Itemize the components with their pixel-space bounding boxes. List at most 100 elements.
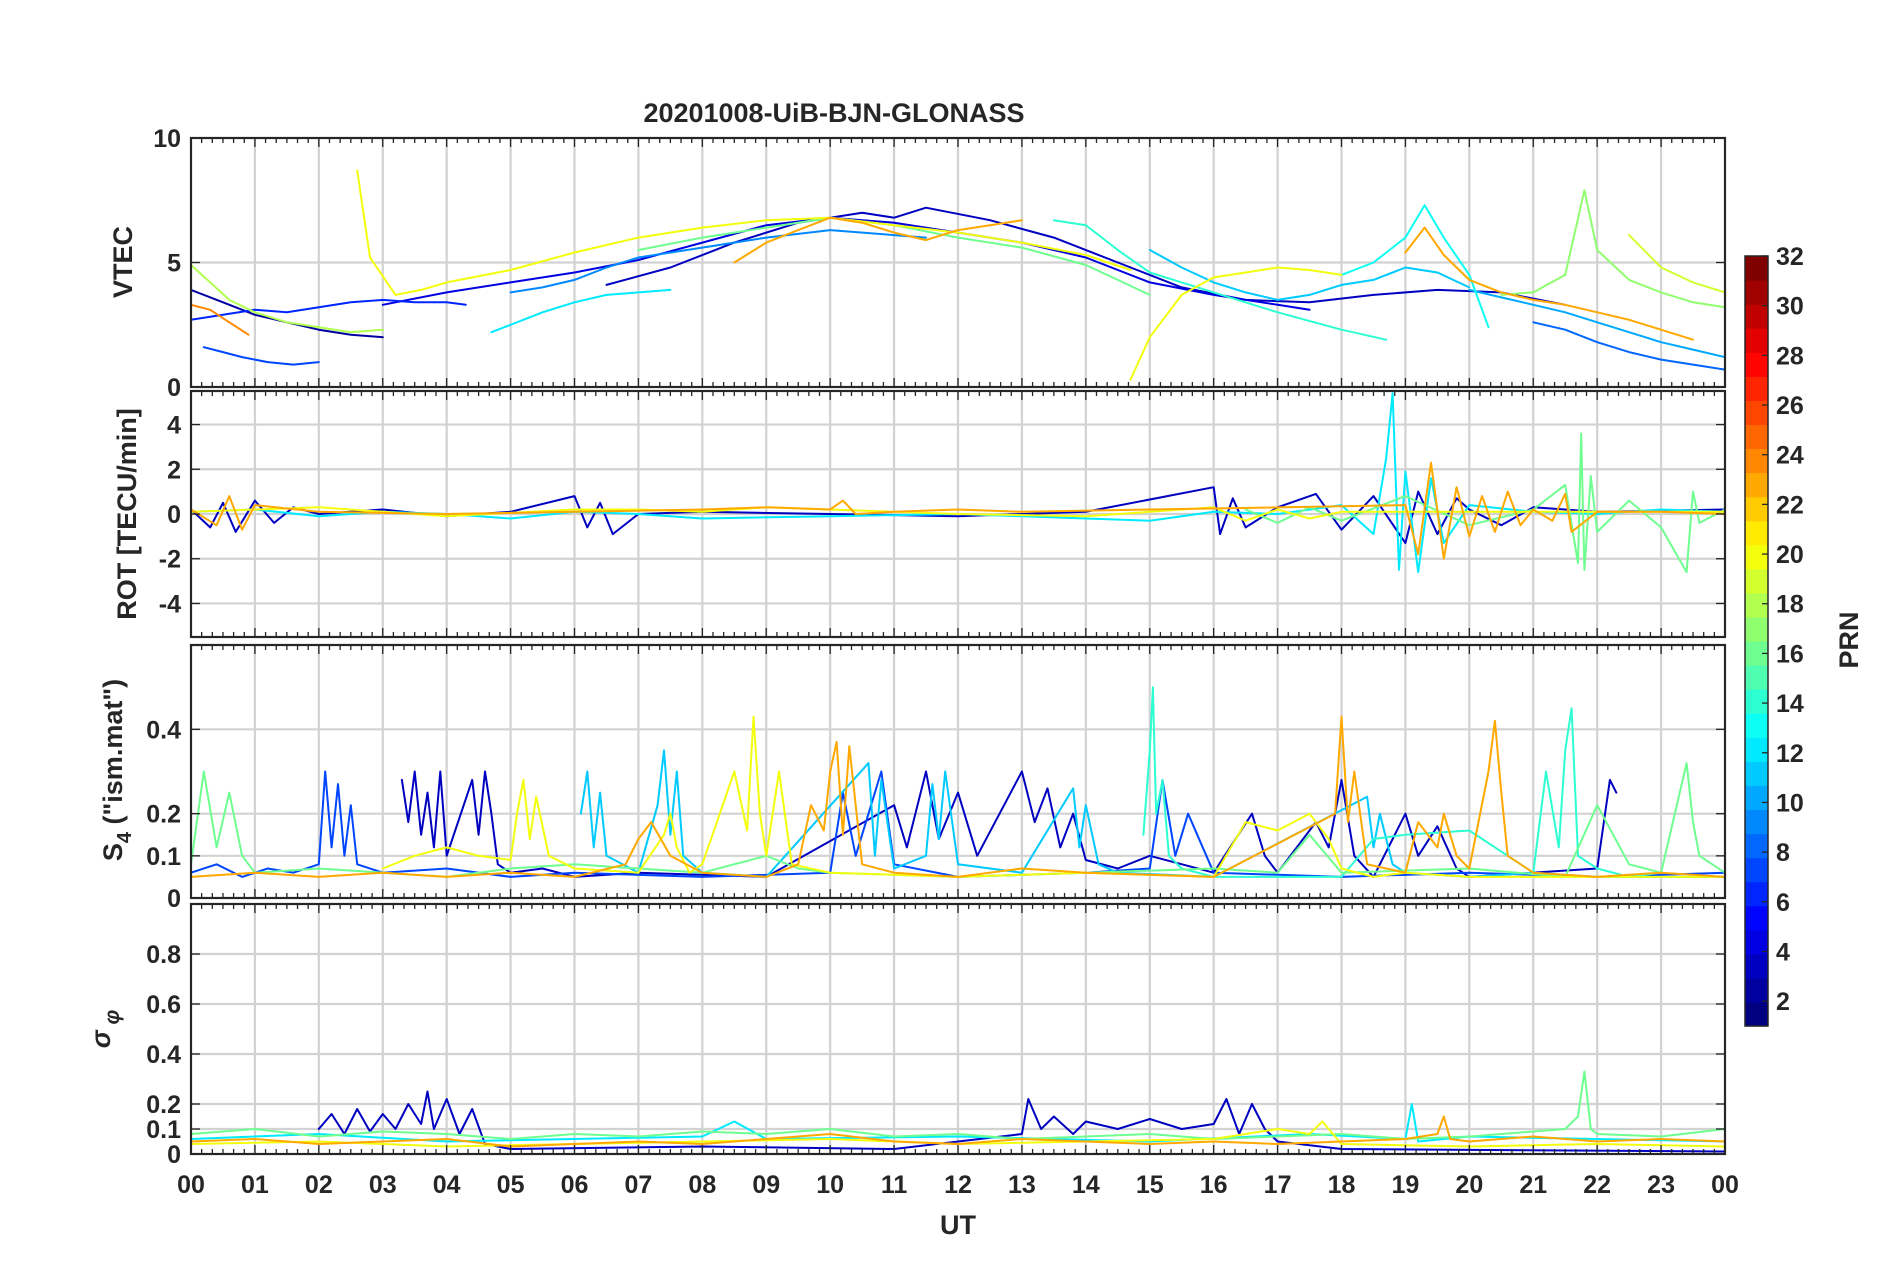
x-tick-label: 18 bbox=[1328, 1171, 1356, 1199]
colorbar-tick-label: 16 bbox=[1776, 640, 1804, 668]
colorbar-tick-label: 4 bbox=[1776, 938, 1790, 966]
y-tick-label: 10 bbox=[153, 125, 181, 153]
x-tick-label: 09 bbox=[752, 1171, 780, 1199]
chart-title: 20201008-UiB-BJN-GLONASS bbox=[643, 98, 1024, 128]
series-line-prn-16 bbox=[1244, 432, 1725, 574]
y-tick-label: -2 bbox=[159, 546, 181, 574]
series-line-prn-23 bbox=[733, 216, 1023, 264]
x-tick-label: 08 bbox=[688, 1171, 716, 1199]
colorbar-step bbox=[1745, 665, 1768, 690]
series-line-prn-12 bbox=[191, 392, 1725, 574]
series-line-prn-18 bbox=[191, 264, 384, 334]
colorbar-step bbox=[1745, 977, 1768, 1003]
x-tick-label: 13 bbox=[1008, 1171, 1036, 1199]
colorbar-step bbox=[1745, 1001, 1768, 1027]
x-tick-label: 23 bbox=[1647, 1171, 1675, 1199]
colorbar-tick-label: 18 bbox=[1776, 591, 1804, 619]
colorbar-step bbox=[1745, 689, 1768, 714]
y-tick-label: 0.2 bbox=[146, 1091, 181, 1119]
colorbar-tick-label: 8 bbox=[1776, 839, 1790, 867]
x-tick-label: 00 bbox=[177, 1171, 205, 1199]
x-tick-label: 07 bbox=[625, 1171, 653, 1199]
x-tick-label: 10 bbox=[816, 1171, 844, 1199]
x-tick-label: 14 bbox=[1072, 1171, 1100, 1199]
y-tick-label: -4 bbox=[159, 590, 181, 618]
series-line-prn-11 bbox=[579, 749, 1725, 878]
x-tick-label: 02 bbox=[305, 1171, 333, 1199]
colorbar-step bbox=[1745, 496, 1768, 522]
series-line-prn-12 bbox=[490, 288, 672, 334]
x-tick-label: 03 bbox=[369, 1171, 397, 1199]
colorbar-step bbox=[1745, 256, 1768, 281]
colorbar-step bbox=[1745, 641, 1768, 666]
series-line-prn-7 bbox=[202, 346, 320, 366]
series-group bbox=[191, 686, 1725, 878]
panel-vtec: 0 5 10 VTEC bbox=[108, 125, 1727, 402]
colorbar-tick-label: 24 bbox=[1776, 442, 1804, 470]
y-tick-label: 0 bbox=[167, 885, 181, 913]
series-group bbox=[191, 169, 1725, 381]
x-tick-label: 22 bbox=[1583, 1171, 1611, 1199]
y-tick-label: 5 bbox=[167, 250, 181, 278]
x-axis: 00 01 02 03 04 05 06 07 08 09 10 11 12 13 14 15 16 17 18 19… bbox=[177, 1171, 1739, 1199]
series-line-prn-7 bbox=[191, 770, 1725, 878]
colorbar-step bbox=[1745, 424, 1768, 450]
series-line-prn-14 bbox=[1052, 219, 1388, 341]
colorbar-step bbox=[1745, 376, 1768, 401]
series-line-prn-23 bbox=[191, 461, 1725, 560]
colorbar-label: PRN bbox=[1834, 611, 1864, 668]
x-tick-label: 16 bbox=[1200, 1171, 1228, 1199]
y-tick-label: 0.1 bbox=[146, 1116, 181, 1144]
y-tick-label: 4 bbox=[167, 412, 181, 440]
colorbar-step bbox=[1745, 929, 1768, 955]
y-tick-label: 0 bbox=[167, 1141, 181, 1169]
x-tick-label: 11 bbox=[881, 1171, 908, 1199]
x-axis-label: UT bbox=[940, 1210, 976, 1240]
x-tick-label: 00 bbox=[1711, 1171, 1739, 1199]
colorbar-step bbox=[1745, 737, 1768, 762]
y-tick-label: 0 bbox=[167, 374, 181, 402]
colorbar-step bbox=[1745, 713, 1768, 738]
panel-rot: -4 -2 0 2 4 ROT [TECU/min] bbox=[112, 389, 1727, 639]
colorbar-tick-label: 28 bbox=[1776, 342, 1804, 370]
y-axis-label: ROT [TECU/min] bbox=[112, 408, 142, 619]
panel-sigma_phi: 00.10.2 0.4 0.6 0.8 σ φ bbox=[86, 902, 1727, 1169]
colorbar-tick-label: 22 bbox=[1776, 491, 1804, 519]
y-tick-label: 0.4 bbox=[146, 716, 181, 744]
x-tick-label: 19 bbox=[1392, 1171, 1420, 1199]
colorbar-step bbox=[1745, 809, 1768, 835]
colorbar-tick-label: 20 bbox=[1776, 541, 1804, 569]
colorbar-step bbox=[1745, 761, 1768, 786]
x-tick-label: 21 bbox=[1519, 1171, 1547, 1199]
series-line-prn-3 bbox=[605, 206, 1567, 306]
colorbar-tick-label: 6 bbox=[1776, 889, 1790, 917]
colorbar-step bbox=[1745, 785, 1768, 811]
colorbar-tick-label: 30 bbox=[1776, 293, 1804, 321]
x-tick-label: 17 bbox=[1264, 1171, 1292, 1199]
colorbar-step bbox=[1745, 905, 1768, 931]
series-group bbox=[191, 392, 1725, 574]
colorbar-step bbox=[1745, 953, 1768, 979]
x-tick-label: 06 bbox=[561, 1171, 589, 1199]
y-tick-label: 0.8 bbox=[146, 941, 181, 969]
x-tick-label: 15 bbox=[1136, 1171, 1164, 1199]
series-line-prn-17 bbox=[1500, 189, 1725, 309]
x-tick-label: 01 bbox=[241, 1171, 269, 1199]
series-line-prn-8 bbox=[1532, 321, 1725, 371]
series-line-prn-19 bbox=[1628, 234, 1725, 294]
colorbar-step bbox=[1745, 400, 1768, 426]
series-line-prn-9 bbox=[509, 229, 927, 294]
colorbar-tick-label: 12 bbox=[1776, 740, 1804, 768]
x-tick-label: 20 bbox=[1455, 1171, 1483, 1199]
series-line-prn-14 bbox=[1142, 686, 1663, 878]
colorbar-step bbox=[1745, 544, 1768, 570]
colorbar-step bbox=[1745, 352, 1768, 377]
colorbar-step bbox=[1745, 328, 1768, 353]
colorbar-step bbox=[1745, 520, 1768, 546]
colorbar-tick-label: 2 bbox=[1776, 988, 1790, 1016]
y-axis-label: S4 ("ism.mat") bbox=[98, 679, 136, 861]
series-line-prn-16 bbox=[637, 216, 1151, 296]
